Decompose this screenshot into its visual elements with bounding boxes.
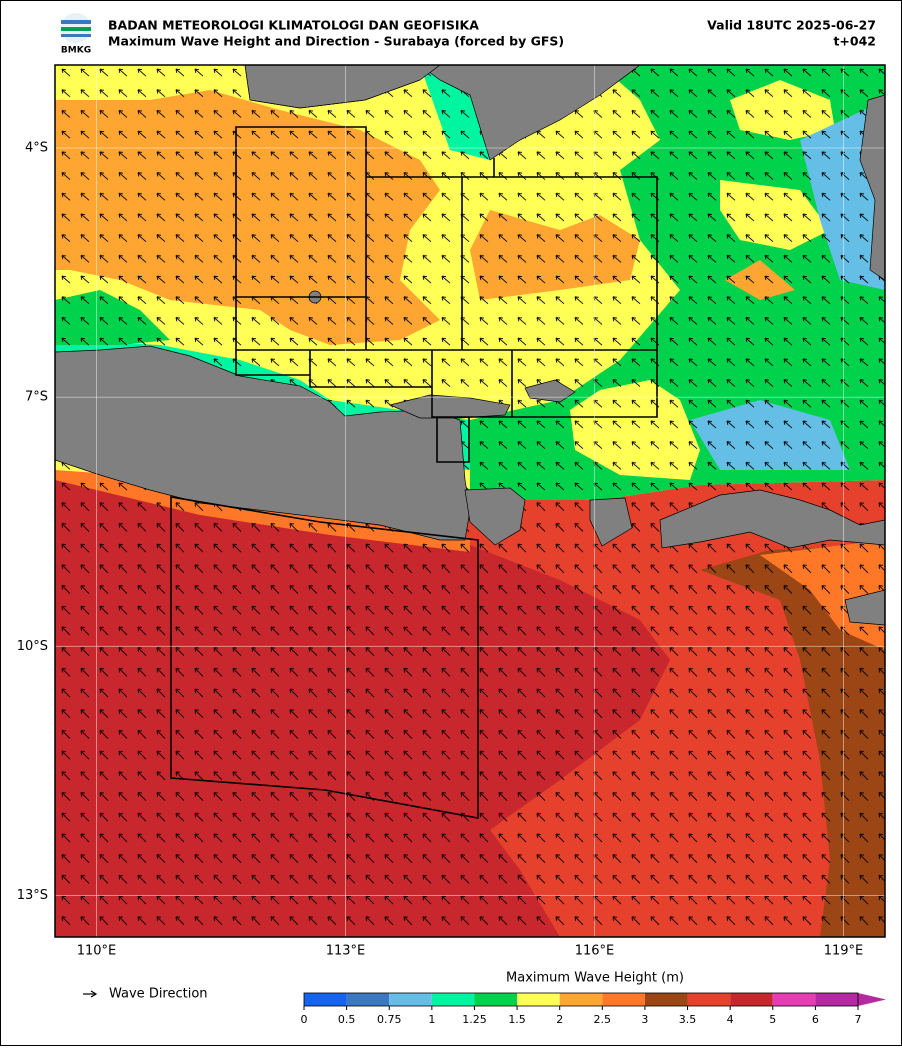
wave-direction-arrows [55,495,885,937]
zone-boundary [170,496,479,819]
colorbar-tick-label: 2 [556,1013,563,1026]
map-frame [54,64,886,938]
land [524,379,576,403]
colorbar-tick-label: 2.5 [594,1013,612,1026]
colorbar-tick-label: 1.5 [508,1013,526,1026]
land [859,94,885,281]
colorbar-segment [389,993,432,1006]
colorbar-tick-label: 1.25 [462,1013,487,1026]
colorbar-extend [858,993,886,1006]
x-tick-label: 113°E [326,944,366,959]
map [55,65,885,937]
colorbar-segment [431,993,475,1006]
colorbar-segment [559,993,603,1006]
colorbar-segment [517,993,560,1006]
land [388,394,511,419]
colorbar-segment [772,993,816,1006]
map-title: Maximum Wave Height and Direction - Sura… [108,34,564,49]
colorbar-segment [304,993,347,1006]
x-tick-label: 119°E [824,944,864,959]
colorbar-segment [474,993,518,1006]
land [844,589,885,626]
colorbar-segment [346,993,390,1006]
logo [61,13,91,43]
valid-time: Valid 18UTC 2025-06-27 [707,18,876,33]
land [244,65,441,109]
colorbar-segment [730,993,773,1006]
colorbar-tick-label: 3 [641,1013,648,1026]
colorbar-tick-label: 0.5 [338,1013,356,1026]
land [589,497,633,547]
colorbar-tick-label: 1 [428,1013,435,1026]
land [659,489,885,549]
colorbar-tick-label: 0.75 [377,1013,402,1026]
logo-text: BMKG [61,46,91,56]
colorbar-title: Maximum Wave Height (m) [506,971,684,986]
y-tick-label: 4°S [25,141,48,156]
legend-label: Wave Direction [109,987,208,1002]
colorbar-segment [644,993,688,1006]
legend-arrow [90,990,98,998]
colorbar-tick-label: 3.5 [679,1013,697,1026]
y-tick-label: 7°S [25,390,48,405]
colorbar-segment [687,993,731,1006]
land [55,345,471,541]
colorbar-tick-label: 6 [812,1013,819,1026]
x-tick-label: 110°E [77,944,117,959]
y-tick-label: 10°S [17,639,48,654]
colorbar-frame [303,992,859,1007]
lead-time: t+042 [833,34,876,49]
x-tick-label: 116°E [575,944,615,959]
agency: BADAN METEOROLOGI KLIMATOLOGI DAN GEOFIS… [108,18,479,33]
colorbar-tick-label: 5 [769,1013,776,1026]
zone-boundary [235,126,658,463]
colorbar-tick-label: 0 [301,1013,308,1026]
colorbar-segment [602,993,645,1006]
colorbar-segment [815,993,858,1006]
land [464,487,526,546]
colorbar-tick-label: 7 [855,1013,862,1026]
colorbar-tick-label: 4 [727,1013,734,1026]
y-tick-label: 13°S [17,888,48,903]
